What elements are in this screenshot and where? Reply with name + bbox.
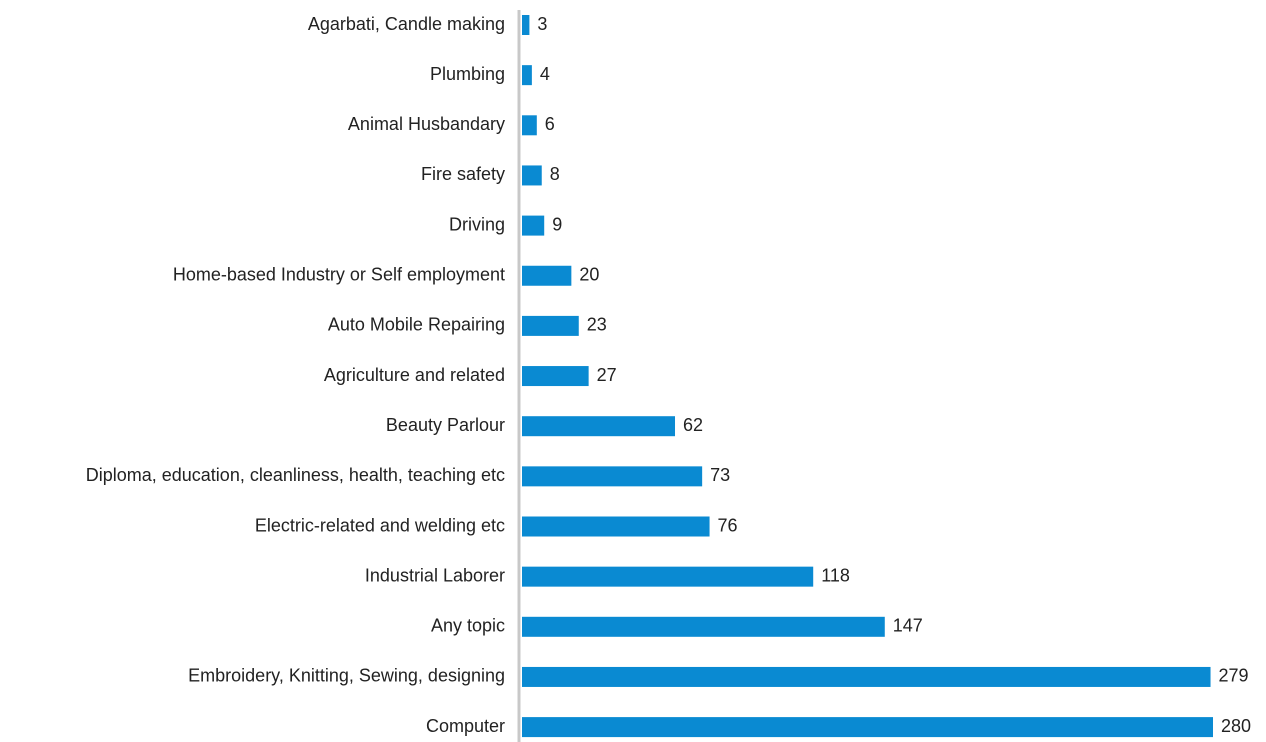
bar bbox=[522, 416, 676, 437]
value-label: 8 bbox=[550, 164, 560, 184]
value-label: 23 bbox=[587, 315, 607, 335]
bar bbox=[522, 717, 1213, 738]
value-label: 4 bbox=[540, 64, 550, 84]
category-label: Industrial Laborer bbox=[365, 565, 505, 585]
category-label: Plumbing bbox=[430, 64, 505, 84]
category-label: Any topic bbox=[431, 616, 505, 636]
bar bbox=[522, 265, 572, 286]
bar bbox=[522, 215, 545, 236]
category-label: Fire safety bbox=[421, 164, 505, 184]
value-label: 118 bbox=[821, 565, 850, 585]
bar bbox=[522, 466, 703, 487]
category-label: Driving bbox=[449, 214, 505, 234]
category-label: Agriculture and related bbox=[324, 365, 505, 385]
value-label: 20 bbox=[579, 265, 599, 285]
bar bbox=[522, 115, 537, 136]
bar bbox=[522, 516, 710, 537]
value-label: 62 bbox=[683, 415, 703, 435]
category-label: Auto Mobile Repairing bbox=[328, 315, 505, 335]
category-label: Electric-related and welding etc bbox=[255, 515, 505, 535]
value-label: 3 bbox=[537, 14, 547, 34]
category-label: Diploma, education, cleanliness, health,… bbox=[86, 465, 505, 485]
bar bbox=[522, 666, 1211, 687]
value-label: 76 bbox=[718, 515, 738, 535]
category-label: Beauty Parlour bbox=[386, 415, 505, 435]
bar bbox=[522, 366, 589, 387]
category-label: Home-based Industry or Self employment bbox=[173, 265, 505, 285]
value-label: 9 bbox=[552, 214, 562, 234]
bar bbox=[522, 65, 532, 86]
bar bbox=[522, 165, 542, 186]
value-label: 73 bbox=[710, 465, 730, 485]
bar bbox=[522, 15, 530, 35]
value-label: 147 bbox=[893, 616, 923, 636]
category-label: Embroidery, Knitting, Sewing, designing bbox=[188, 666, 505, 686]
category-label: Animal Husbandary bbox=[348, 114, 505, 134]
bar bbox=[522, 315, 579, 336]
value-label: 27 bbox=[597, 365, 617, 385]
category-label: Agarbati, Candle making bbox=[308, 14, 505, 34]
bar bbox=[522, 566, 814, 587]
value-label: 6 bbox=[545, 114, 555, 134]
category-label: Computer bbox=[426, 716, 505, 736]
value-label: 279 bbox=[1219, 666, 1249, 686]
value-label: 280 bbox=[1221, 716, 1251, 736]
bar bbox=[522, 616, 885, 637]
